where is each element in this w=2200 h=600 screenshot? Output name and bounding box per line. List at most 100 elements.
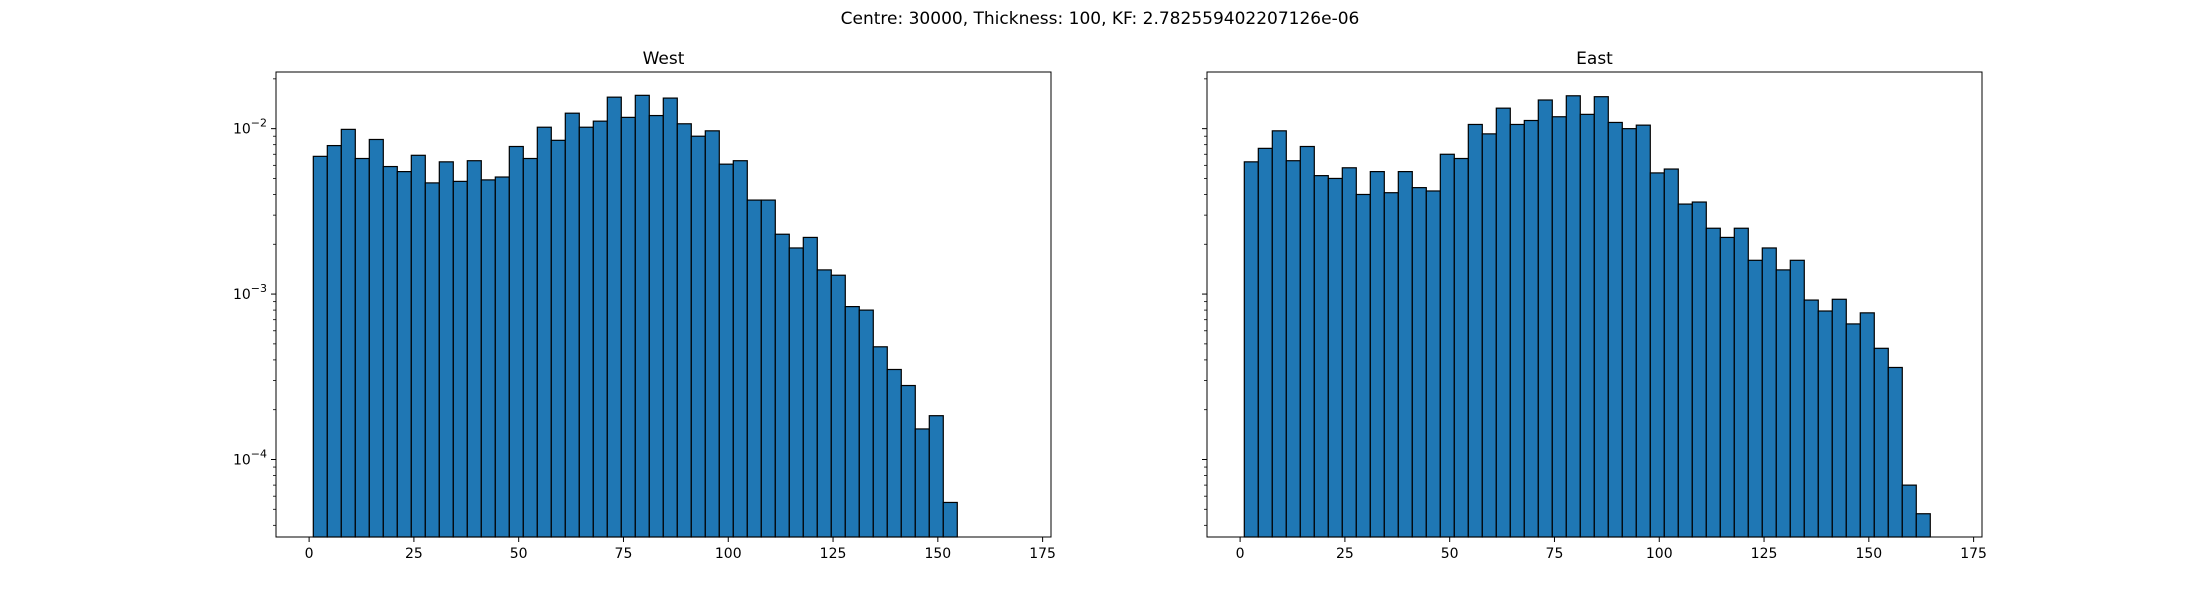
- bar-east-24: [1579, 113, 1595, 538]
- axes-frame-east: [1206, 71, 1983, 538]
- bar-west-45: [942, 501, 958, 538]
- bar-east-15: [1453, 157, 1469, 538]
- bar-west-44: [928, 415, 944, 538]
- bar-east-31: [1677, 203, 1693, 538]
- bar-east-2: [1271, 130, 1287, 538]
- bar-west-8: [424, 182, 440, 538]
- bar-east-9: [1369, 171, 1385, 538]
- bar-east-47: [1901, 484, 1917, 538]
- x-tick-label-east-5: 125: [1751, 546, 1778, 562]
- x-tick-label-west-1: 25: [405, 546, 423, 562]
- bar-east-32: [1691, 201, 1707, 538]
- bar-east-7: [1341, 167, 1357, 538]
- bar-west-25: [662, 97, 678, 538]
- bar-west-0: [312, 155, 328, 538]
- panel-title-east: East: [1576, 49, 1613, 69]
- bar-east-48: [1915, 513, 1931, 538]
- x-tick-label-west-4: 100: [715, 546, 742, 562]
- x-tick-label-east-6: 150: [1855, 546, 1882, 562]
- axes-frame-west: [275, 71, 1052, 538]
- y-tick-label-west-1: 10−3: [233, 282, 267, 303]
- bar-east-6: [1327, 177, 1343, 538]
- figure-suptitle: Centre: 30000, Thickness: 100, KF: 2.782…: [841, 9, 1360, 29]
- bar-east-14: [1439, 153, 1455, 538]
- bar-east-5: [1313, 175, 1329, 538]
- y-ticks-west: 10−4 10−3 10−2: [233, 78, 276, 526]
- bar-east-20: [1523, 119, 1539, 538]
- bar-east-27: [1621, 128, 1637, 538]
- x-tick-label-east-0: 0: [1236, 546, 1245, 562]
- bar-west-34: [788, 247, 804, 538]
- bar-west-16: [536, 126, 552, 538]
- bar-east-8: [1355, 193, 1371, 538]
- x-tick-label-east-4: 100: [1646, 546, 1673, 562]
- bar-west-9: [438, 161, 454, 538]
- bar-west-14: [508, 145, 524, 538]
- x-tick-label-west-0: 0: [305, 546, 314, 562]
- bar-east-13: [1425, 190, 1441, 538]
- bar-west-17: [550, 139, 566, 538]
- bar-east-38: [1775, 269, 1791, 538]
- bar-east-40: [1803, 299, 1819, 538]
- bar-east-41: [1817, 310, 1833, 538]
- bar-west-41: [886, 368, 902, 538]
- bar-west-22: [620, 116, 636, 538]
- bar-east-4: [1299, 145, 1315, 538]
- bar-east-10: [1383, 192, 1399, 538]
- bar-west-23: [634, 94, 650, 538]
- bar-east-19: [1509, 123, 1525, 538]
- x-tick-label-west-2: 50: [510, 546, 528, 562]
- bar-west-43: [914, 428, 930, 538]
- x-ticks-east: 0 25 50 75 100 125 150 175: [1236, 537, 1987, 562]
- bar-west-24: [648, 114, 664, 538]
- bar-east-18: [1495, 107, 1511, 538]
- x-tick-label-east-2: 50: [1441, 546, 1459, 562]
- bar-east-16: [1467, 123, 1483, 538]
- x-tick-label-west-7: 175: [1029, 546, 1056, 562]
- y-tick-label-west-2: 10−2: [233, 117, 267, 138]
- bar-east-26: [1607, 121, 1623, 538]
- bar-west-40: [872, 346, 888, 538]
- bar-west-21: [606, 96, 622, 538]
- bars-east: [1243, 95, 1931, 538]
- bar-east-30: [1663, 168, 1679, 538]
- x-tick-label-east-3: 75: [1546, 546, 1564, 562]
- bar-east-23: [1565, 95, 1581, 538]
- bar-west-5: [382, 165, 398, 538]
- bar-west-19: [578, 126, 594, 538]
- y-ticks-east: [1202, 78, 1207, 526]
- panel-east: East 0 25 50 75 100 125 150 175: [1202, 49, 1987, 562]
- bar-west-15: [522, 157, 538, 538]
- bar-west-3: [354, 157, 370, 538]
- bar-east-17: [1481, 133, 1497, 538]
- panel-west: West 0 25 50 75 100 125 150 175 10−4 10−3 10−2: [233, 49, 1056, 562]
- bar-west-36: [816, 269, 832, 538]
- bar-west-38: [844, 306, 860, 538]
- bar-west-28: [704, 130, 720, 538]
- bar-west-1: [326, 144, 342, 538]
- bar-east-35: [1733, 227, 1749, 538]
- bar-west-4: [368, 138, 384, 538]
- bar-east-36: [1747, 259, 1763, 538]
- panel-title-west: West: [643, 49, 685, 69]
- bar-east-28: [1635, 124, 1651, 538]
- bar-east-12: [1411, 187, 1427, 538]
- bar-east-33: [1705, 227, 1721, 538]
- bar-west-42: [900, 384, 916, 538]
- bar-east-37: [1761, 247, 1777, 538]
- bar-east-44: [1859, 312, 1875, 538]
- bar-east-0: [1243, 161, 1259, 538]
- bar-west-18: [564, 112, 580, 538]
- bar-east-1: [1257, 147, 1273, 538]
- bar-west-35: [802, 236, 818, 538]
- bar-east-45: [1873, 347, 1889, 538]
- bar-west-10: [452, 180, 468, 538]
- bar-east-34: [1719, 236, 1735, 538]
- bar-west-13: [494, 176, 510, 538]
- bar-east-42: [1831, 298, 1847, 538]
- bar-west-30: [732, 160, 748, 538]
- bar-west-27: [690, 135, 706, 538]
- x-tick-label-east-1: 25: [1336, 546, 1354, 562]
- bar-west-29: [718, 163, 734, 538]
